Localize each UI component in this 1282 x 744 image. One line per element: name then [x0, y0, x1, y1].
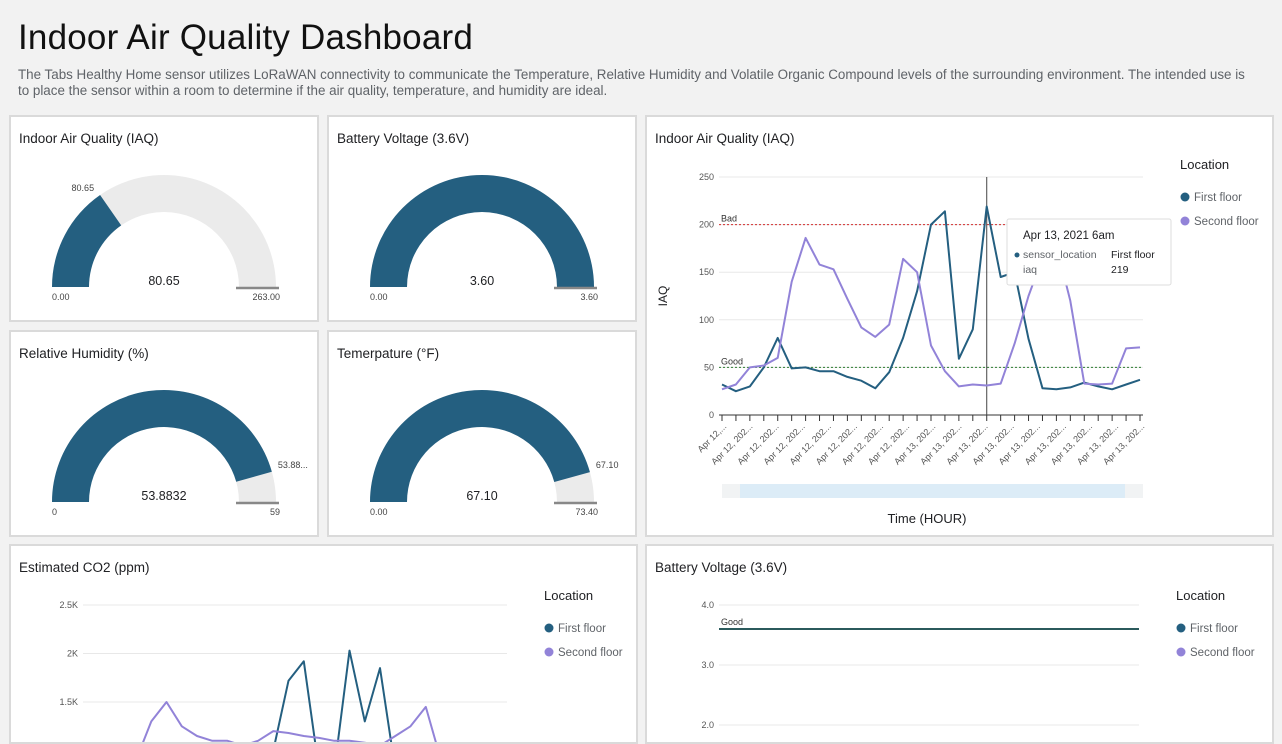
gauge-max-label: 73.40: [575, 507, 598, 517]
y-tick-label: 200: [699, 220, 714, 230]
legend-item[interactable]: Second floor: [1194, 216, 1259, 228]
co2-chart-card[interactable]: Estimated CO2 (ppm) 1.5K 2K 2.5K Location Fi…: [9, 544, 638, 744]
battery-line-chart[interactable]: 2.0 3.0 4.0 Good Location First floor Second f…: [647, 546, 1272, 742]
card-title: Indoor Air Quality (IAQ): [19, 131, 159, 146]
tooltip-value: 219: [1111, 264, 1129, 276]
tooltip-key: sensor_location: [1023, 249, 1097, 261]
legend-swatch: [1180, 216, 1190, 226]
gauge-humidity: 53.8832 0 59 53.88...: [52, 389, 308, 517]
legend-item[interactable]: Second floor: [558, 647, 623, 659]
gauge-fill: [370, 390, 590, 502]
y-tick-label: 2K: [67, 649, 78, 659]
y-tick-label: 3.0: [701, 660, 714, 670]
gauge-max-label: 263.00: [252, 292, 280, 302]
threshold-label: Bad: [721, 214, 737, 224]
gauge-card-temperature[interactable]: Temerpature (°F) 67.10 0.00 73.40 67.10: [327, 330, 637, 537]
y-axis-label: IAQ: [656, 286, 670, 307]
card-title: Battery Voltage (3.6V): [337, 131, 470, 146]
card-title: Estimated CO2 (ppm): [19, 560, 150, 575]
y-tick-label: 1.5K: [59, 697, 78, 707]
tooltip-swatch: [1014, 252, 1020, 258]
tooltip-value: First floor: [1111, 249, 1155, 261]
threshold-label: Good: [721, 617, 743, 627]
x-axis-label: Time (HOUR): [888, 511, 967, 526]
legend-swatch: [544, 647, 554, 657]
gauge-value: 80.65: [148, 274, 179, 288]
gauge-temperature: 67.10 0.00 73.40 67.10: [370, 390, 619, 517]
gauge-marker-label: 80.65: [72, 183, 95, 193]
legend-item[interactable]: Second floor: [1190, 647, 1255, 659]
page-title: Indoor Air Quality Dashboard: [18, 18, 474, 57]
y-tick-label: 2.0: [701, 720, 714, 730]
legend-item[interactable]: First floor: [558, 623, 606, 635]
series-line-second-floor[interactable]: [721, 236, 1141, 391]
card-title: Temerpature (°F): [337, 346, 440, 361]
scrollbar-thumb[interactable]: [740, 484, 1125, 498]
gauge-value: 53.8832: [141, 489, 186, 503]
gauge-max-label: 3.60: [580, 292, 598, 302]
gauge-card-battery[interactable]: Battery Voltage (3.6V) 3.60 0.00 3.60: [327, 115, 637, 322]
card-title: Relative Humidity (%): [19, 346, 149, 361]
gauge-min-label: 0: [52, 507, 57, 517]
battery-chart-card[interactable]: Battery Voltage (3.6V) 2.0 3.0 4.0 Good Loca…: [645, 544, 1274, 744]
co2-line-chart[interactable]: 1.5K 2K 2.5K Location First floor Second floo…: [11, 546, 636, 742]
gauge-battery: 3.60 0.00 3.60: [370, 175, 598, 302]
series-line-first-floor[interactable]: [721, 205, 1141, 393]
legend-swatch: [1176, 623, 1186, 633]
legend-swatch: [1176, 647, 1186, 657]
gauge-min-label: 0.00: [370, 292, 388, 302]
gauge-marker-label: 53.88...: [278, 460, 308, 470]
y-tick-label: 100: [699, 315, 714, 325]
gauge-marker-label: 67.10: [596, 460, 619, 470]
card-title: Battery Voltage (3.6V): [655, 560, 788, 575]
gauge-fill: [52, 195, 122, 287]
page-description: The Tabs Healthy Home sensor utilizes Lo…: [18, 67, 1245, 98]
legend-swatch: [544, 623, 554, 633]
gauge-min-label: 0.00: [370, 507, 388, 517]
legend-swatch: [1180, 192, 1190, 202]
y-tick-label: 250: [699, 172, 714, 182]
y-tick-label: 150: [699, 267, 714, 277]
gauge-fill: [370, 175, 594, 287]
y-tick-label: 4.0: [701, 600, 714, 610]
gauge-value: 3.60: [470, 274, 494, 288]
series-line-first-floor[interactable]: [136, 649, 441, 742]
y-tick-label: 0: [709, 410, 714, 420]
gauge-fill: [52, 389, 272, 502]
gauge-min-label: 0.00: [52, 292, 70, 302]
y-tick-label: 2.5K: [59, 600, 78, 610]
tooltip-box: [1006, 218, 1172, 286]
gauge-iaq: 80.65 0.00 263.00 80.65: [52, 175, 280, 302]
gauge-card-humidity[interactable]: Relative Humidity (%) 53.8832 0 59 53.88...: [9, 330, 319, 537]
gauge-value: 67.10: [466, 489, 497, 503]
legend-title: Location: [544, 588, 593, 603]
gauge-card-iaq[interactable]: Indoor Air Quality (IAQ) 80.65 0.00 263.00…: [9, 115, 319, 322]
legend-title: Location: [1180, 157, 1229, 172]
threshold-label: Good: [721, 356, 743, 366]
legend-title: Location: [1176, 588, 1225, 603]
series-line-second-floor[interactable]: [136, 701, 441, 742]
tooltip-title: Apr 13, 2021 6am: [1023, 230, 1114, 242]
card-title: Indoor Air Quality (IAQ): [655, 131, 795, 146]
gauge-track: [52, 175, 276, 287]
iaq-chart-card[interactable]: Indoor Air Quality (IAQ) 0 50 100 150 200 250…: [645, 115, 1274, 537]
y-tick-label: 50: [704, 362, 714, 372]
gauge-max-label: 59: [270, 507, 280, 517]
legend-item[interactable]: First floor: [1194, 192, 1242, 204]
legend-item[interactable]: First floor: [1190, 623, 1238, 635]
tooltip-key: iaq: [1023, 264, 1037, 276]
